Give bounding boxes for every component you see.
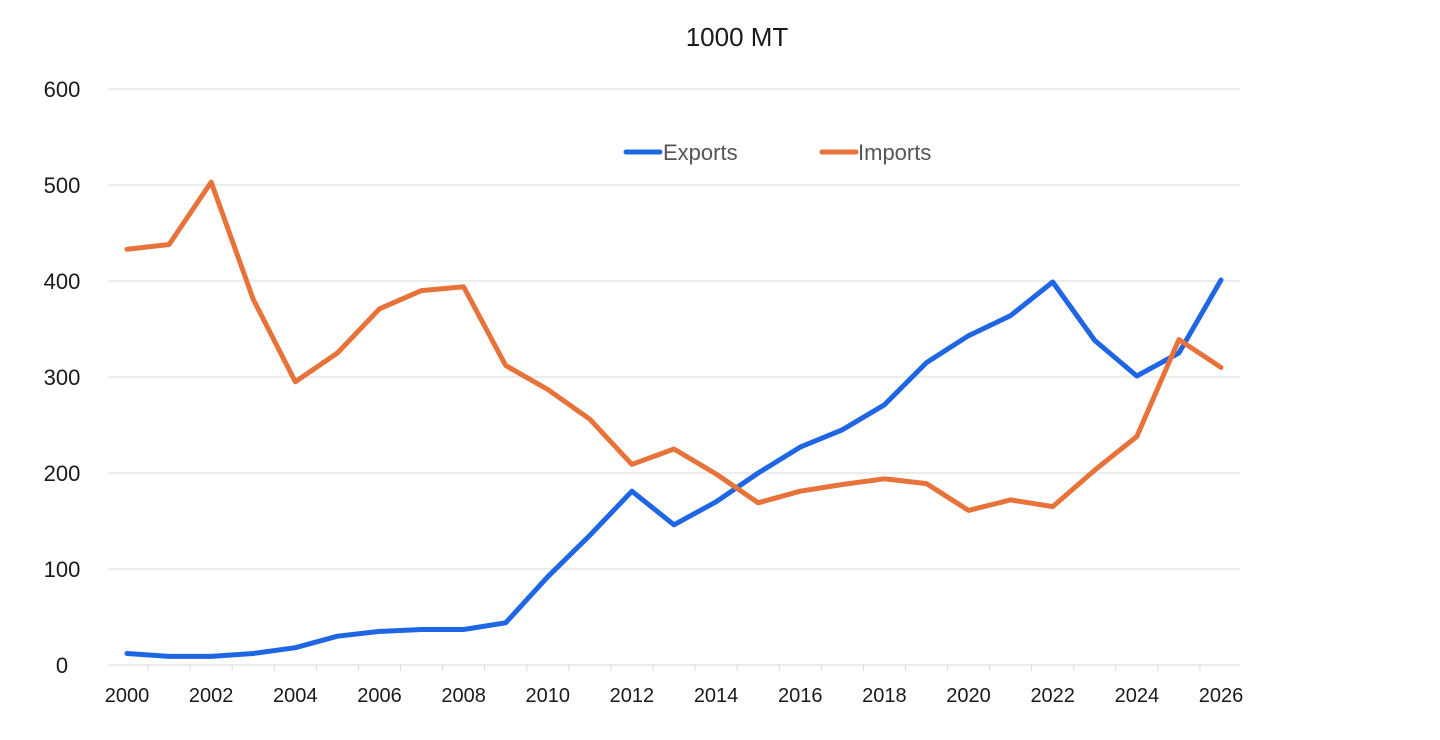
y-tick-label: 600 xyxy=(44,77,81,102)
y-tick-label: 400 xyxy=(44,269,81,294)
x-tick-label: 2014 xyxy=(694,685,739,707)
x-tick-label: 2018 xyxy=(862,685,907,707)
x-tick-label: 2006 xyxy=(357,685,402,707)
y-tick-label: 0 xyxy=(56,653,68,678)
x-tick-label: 2010 xyxy=(526,685,571,707)
x-tick-label: 2016 xyxy=(778,685,823,707)
x-tick-label: 2000 xyxy=(105,685,150,707)
x-tick-label: 2020 xyxy=(946,685,991,707)
legend: Exports Imports xyxy=(623,140,931,165)
x-tick-label: 2002 xyxy=(189,685,234,707)
y-tick-label: 500 xyxy=(44,173,81,198)
gridlines xyxy=(108,88,1240,570)
y-tick-label: 100 xyxy=(44,557,81,582)
series-lines xyxy=(124,179,1224,659)
x-tick-label: 2008 xyxy=(441,685,486,707)
series-line-imports xyxy=(124,179,1224,513)
x-tick-label: 2004 xyxy=(273,685,318,707)
x-tick-label: 2012 xyxy=(610,685,655,707)
y-tick-label: 300 xyxy=(44,365,81,390)
axes: 0 100 200 300 400 500 600 2000 2002 2004 2006 2008 2… xyxy=(44,77,1244,707)
x-tick-label: 2022 xyxy=(1030,685,1075,707)
x-tick-label: 2024 xyxy=(1115,685,1160,707)
chart-title: 1000 MT xyxy=(686,22,789,52)
y-tick-label: 200 xyxy=(44,461,81,486)
x-tick-label: 2026 xyxy=(1199,685,1244,707)
legend-label-imports: Imports xyxy=(858,140,931,165)
series-line-exports xyxy=(124,277,1224,659)
legend-label-exports: Exports xyxy=(663,140,738,165)
